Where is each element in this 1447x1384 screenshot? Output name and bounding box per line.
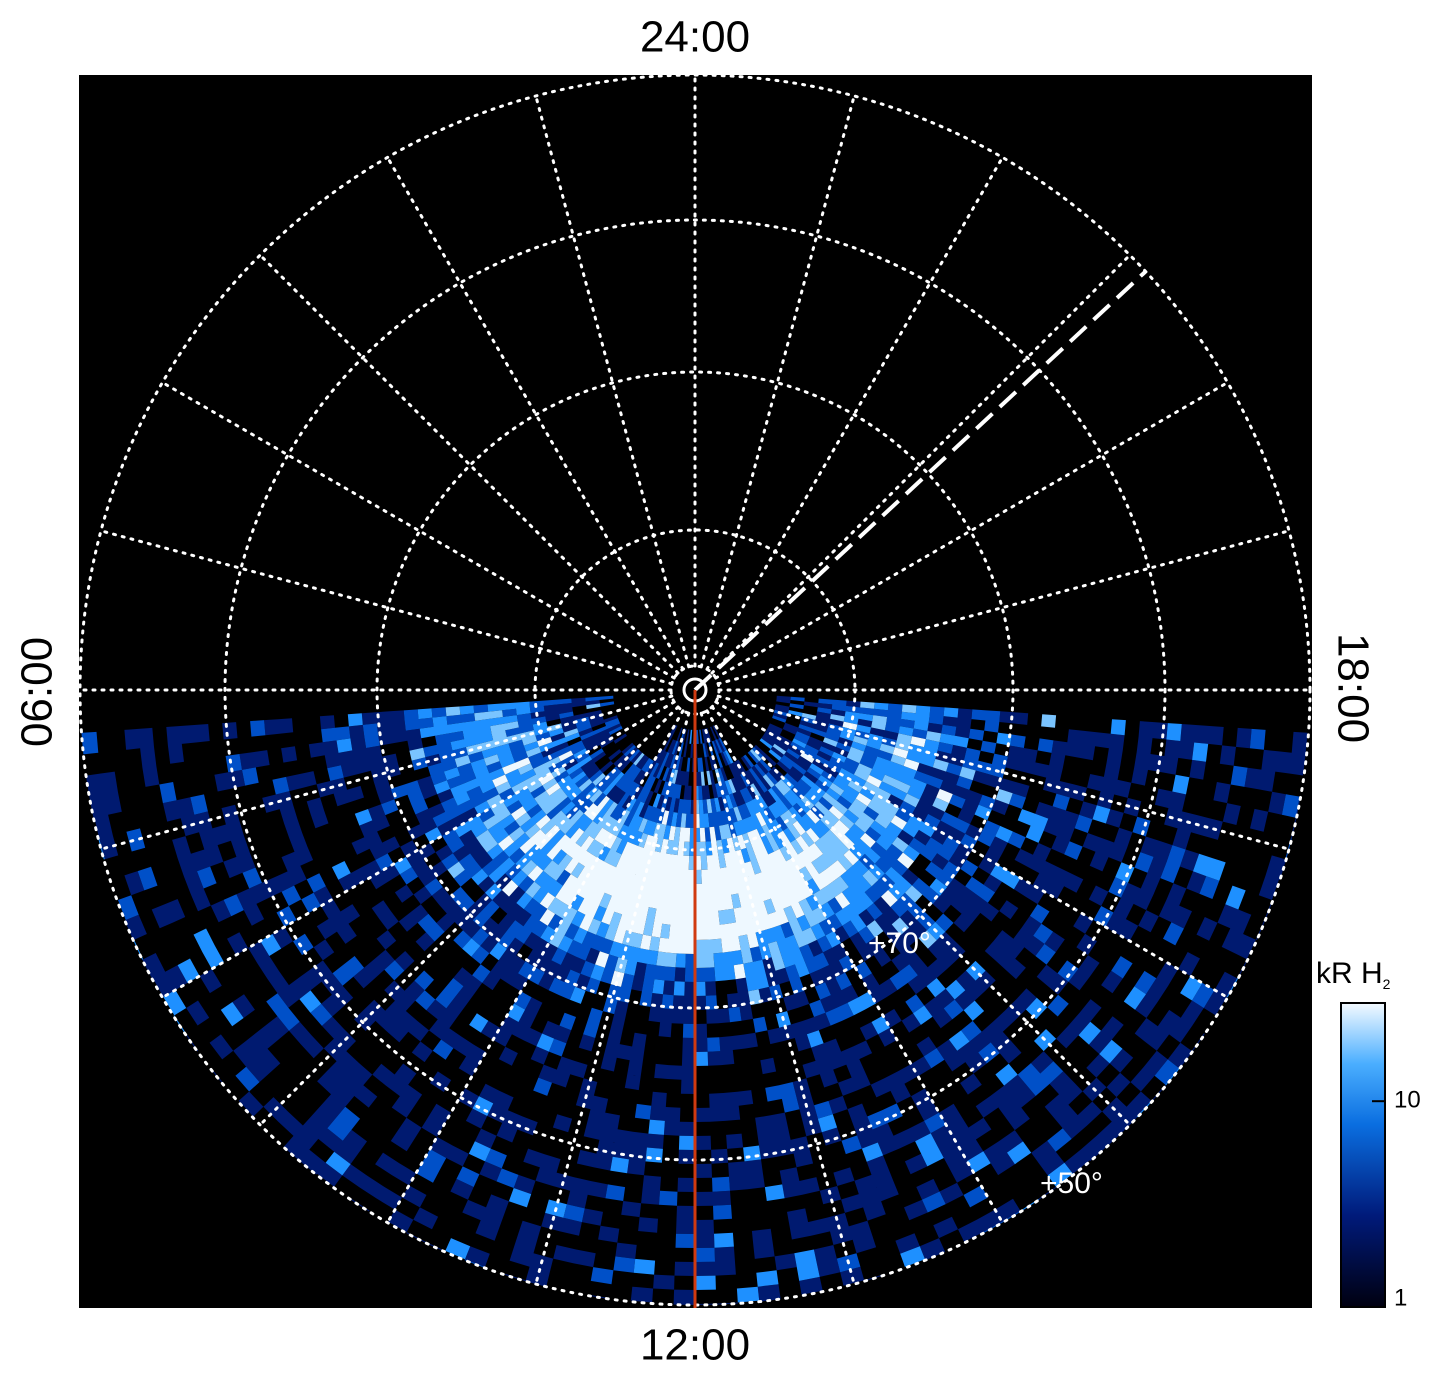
meridian: [534, 711, 691, 1286]
meridian: [714, 381, 1230, 680]
colorbar: kR H2 1 10: [1316, 957, 1421, 1311]
meridian: [386, 155, 685, 671]
meridian: [99, 529, 674, 686]
meridian: [258, 705, 680, 1127]
aurora-intensity: [80, 695, 1310, 1305]
colorbar-label-text: kR H: [1316, 957, 1383, 990]
local-time-label: 06:00: [13, 637, 62, 747]
colorbar-gradient: [1340, 1002, 1386, 1308]
meridian: [705, 709, 1004, 1225]
meridian: [386, 709, 685, 1225]
meridian: [99, 694, 674, 851]
latitude-label: +50°: [1040, 1167, 1103, 1200]
meridian: [258, 253, 680, 675]
colorbar-label: kR H2: [1316, 957, 1391, 992]
local-time-label: 24:00: [640, 13, 750, 62]
meridian: [716, 694, 1291, 851]
dashed-meridian: [693, 270, 1147, 692]
meridian: [699, 94, 856, 669]
meridian: [160, 700, 676, 999]
local-time-label: 18:00: [1328, 633, 1377, 743]
aurora-intensity: [80, 701, 1262, 1305]
meridian: [705, 155, 1004, 671]
meridian: [710, 253, 1132, 675]
meridian: [716, 529, 1291, 686]
local-time-label: 12:00: [640, 1321, 750, 1370]
aurora-intensity: [492, 721, 953, 987]
latitude-circle: [375, 370, 1015, 1010]
meridian: [699, 711, 856, 1286]
colorbar-label-subscript: 2: [1383, 976, 1391, 992]
meridian: [710, 705, 1132, 1127]
meridian: [534, 94, 691, 669]
meridian: [160, 381, 676, 680]
meridian: [714, 700, 1230, 999]
latitude-label: +70°: [868, 927, 931, 960]
colorbar-tick-label: 10: [1394, 1087, 1421, 1114]
colorbar-tick-label: 1: [1394, 1284, 1407, 1311]
